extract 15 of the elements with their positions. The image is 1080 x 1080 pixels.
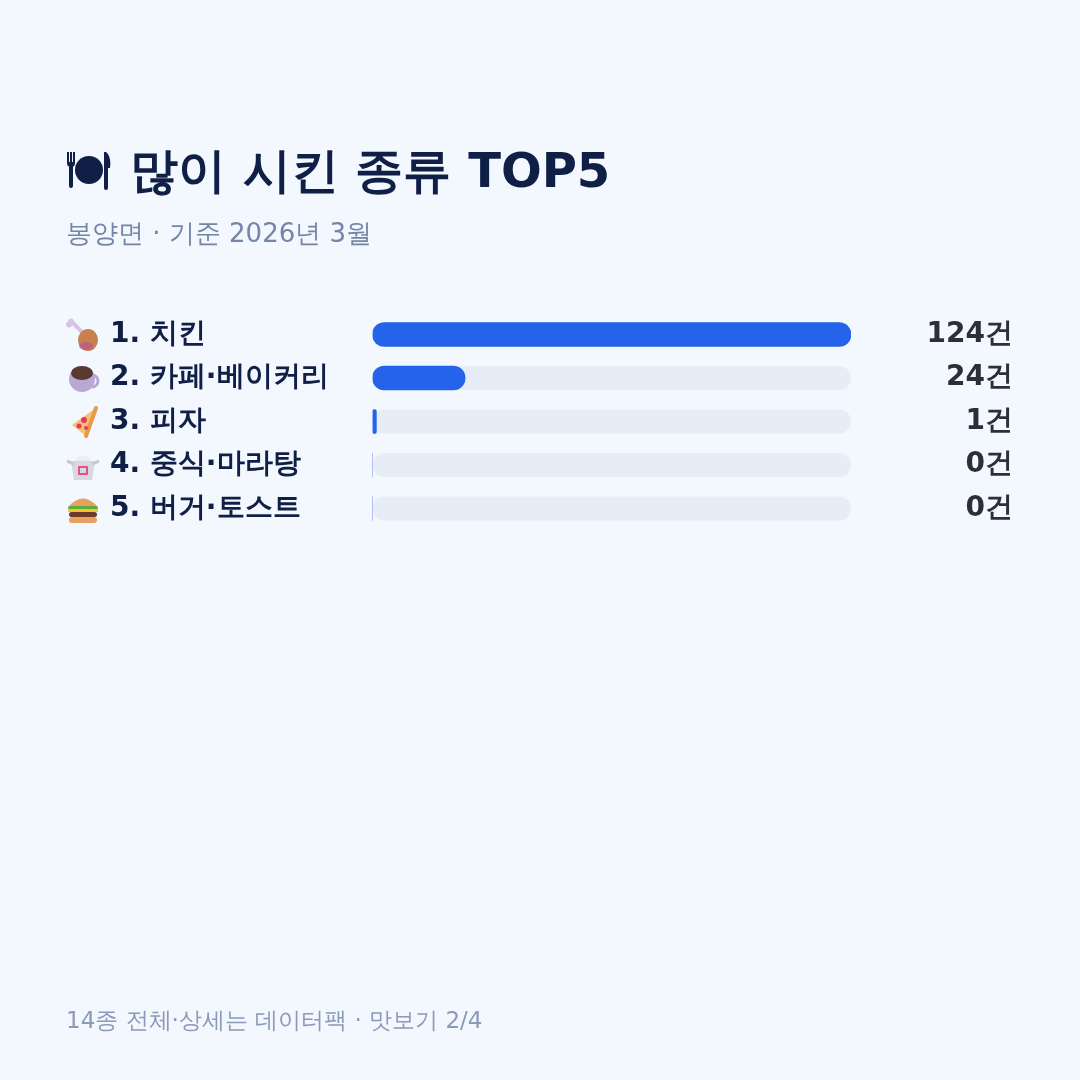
chart-title: 많이 시킨 종류 TOP5 xyxy=(130,141,611,200)
data-label: 24건 xyxy=(946,359,1013,393)
y-tick-label: 1. 치킨 xyxy=(110,315,206,349)
y-tick-label: 4. 중식·마라탕 xyxy=(110,446,301,480)
data-label: 0건 xyxy=(965,446,1013,480)
y-tick-label: 3. 피자 xyxy=(110,402,206,436)
data-label: 1건 xyxy=(965,402,1013,436)
text: 14종 전체·상세는 데이터팩 · 맛보기 2/4 xyxy=(66,1006,483,1035)
bar xyxy=(372,409,377,434)
y-tick-label: 5. 버거·토스트 xyxy=(110,489,301,523)
bar xyxy=(372,365,466,391)
data-label: 0건 xyxy=(965,489,1013,523)
data-label: 124건 xyxy=(926,315,1013,349)
y-tick-label: 2. 카페·베이커리 xyxy=(110,359,329,393)
chart-subtitle: 봉양면 · 기준 2026년 3월 xyxy=(66,217,373,250)
